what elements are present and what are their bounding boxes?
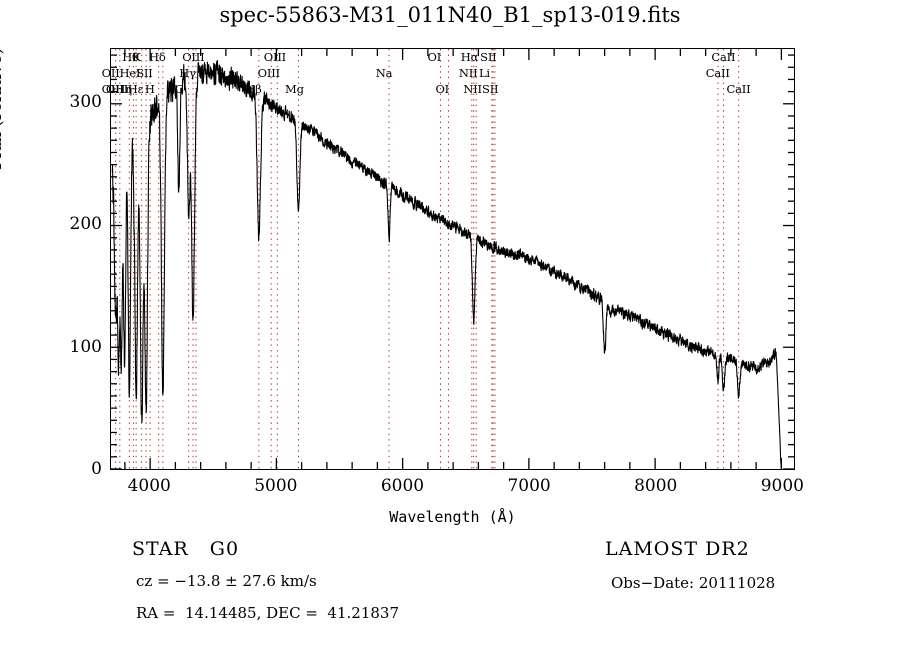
y-tick-label: 300 [69,92,102,113]
spectral-line-label: Hθ [122,50,139,64]
spectral-line-label: OI [427,50,442,64]
spectral-line-label: OIII [257,66,280,80]
spectral-line-label: OIII [105,82,129,96]
survey-label: LAMOST DR2 [605,538,750,560]
spectral-line-label: G [174,82,184,96]
x-tick-label: 6000 [380,476,425,496]
spectral-line-label: SII [136,66,153,80]
y-axis-title: Flux (relative) [0,47,6,170]
spectral-line-label: Hδ [149,50,166,64]
spectral-line-label: OIII [263,50,287,64]
x-tick-label: 7000 [507,476,551,496]
y-tick-label: 0 [91,459,102,479]
x-axis-title: Wavelength (Å) [389,508,516,526]
flux-curve [111,59,782,468]
spectral-line-label: SII [480,50,497,64]
axis-ticks [111,49,794,469]
spectral-line-label: NII [458,66,478,80]
spectral-line-label: OIII [101,82,124,96]
spectral-line-label: CaII [726,82,751,96]
spectral-line-label: OII [101,66,120,80]
obs-date: Obs−Date: 20111028 [611,574,776,592]
x-tick-label: 8000 [634,476,678,496]
y-tick-label: 100 [69,336,102,357]
x-tick-label: 4000 [127,476,171,496]
page-title: spec-55863-M31_011N40_B1_sp13-019.fits [219,3,681,27]
x-tick-label: 5000 [254,476,298,496]
spectral-line-label: OIII [182,50,205,64]
spectral-line-label: CaII [711,50,736,64]
spectral-line-label: NII [463,82,482,96]
coordinates: RA = 14.14485, DEC = 41.21837 [136,604,400,622]
spectral-line-label: Li [479,66,490,80]
spectral-line-label: Mg [285,82,304,96]
spectral-line-label: OI [435,82,450,96]
spectral-line-label: Hε [127,82,144,96]
redshift-value: cz = −13.8 ± 27.6 km/s [136,572,317,590]
x-tick-label: 9000 [760,476,804,496]
y-tick-label: 200 [69,214,102,235]
spectral-line-label: SII [482,82,499,96]
spectral-line-label: CaII [705,66,730,80]
spectral-line-label: Hβ [245,82,262,96]
object-class: STAR G0 [132,538,240,560]
spectral-line-label: Na [375,66,393,80]
spectral-line-label: Hα [460,50,479,64]
plot-frame [110,48,795,470]
spectral-line-label: K [132,50,141,64]
spectral-line-label: HeI [119,66,141,80]
spectral-line-label: Hη [115,82,132,96]
line-marker-group [115,49,740,469]
spectral-line-label: H [144,82,155,96]
spectral-line-label: Hγ [179,66,196,80]
spectrum-plot [111,49,794,469]
